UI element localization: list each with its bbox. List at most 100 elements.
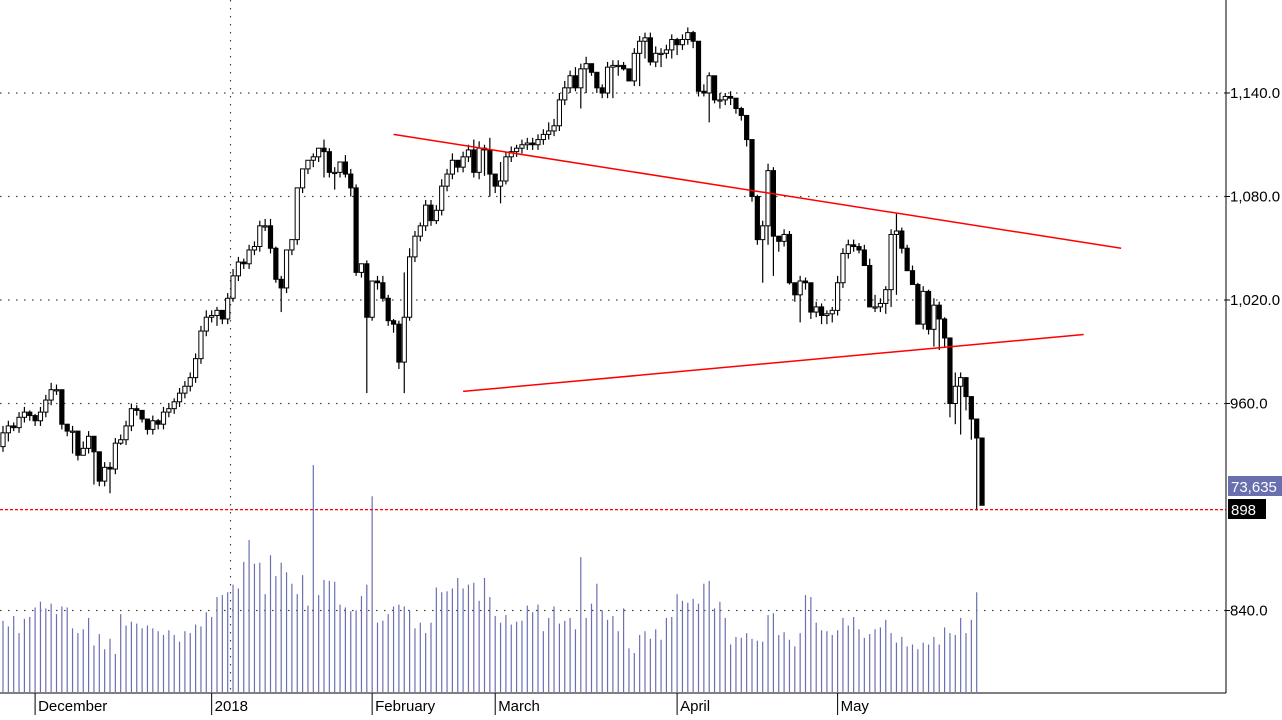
candle-down [695,40,702,92]
candle-up [369,280,375,318]
candle-down [792,282,798,296]
candle-up [872,306,878,309]
volume-bars [2,464,978,692]
candle-up [524,142,530,146]
candle-down [647,37,653,63]
candle-up [230,275,236,299]
y-tick-label: 1,080.0 [1230,189,1280,206]
candle-down [428,204,434,222]
candle-up [407,256,413,318]
candle-up [225,297,231,320]
candle-down [754,196,760,241]
price-tag-box [1228,499,1266,519]
candle-down [899,230,905,249]
y-tick-label: 1,020.0 [1230,292,1280,309]
candle-down [979,437,985,506]
candle-down [374,280,381,284]
candle-down [738,108,744,116]
candle-up [797,280,803,296]
candle-up [283,249,290,289]
candle-up [465,149,472,158]
candle-up [401,316,407,363]
candle-down [909,270,916,285]
trendlines [393,133,1122,393]
candle-up [0,432,6,448]
candle-down [770,170,776,237]
candle-down [808,282,814,313]
candle-down [572,75,579,89]
candle-down [786,233,793,284]
candle-up [294,187,300,241]
candle-down [380,282,386,299]
time-axis: December 2018 February March April May [34,693,869,715]
candle-up [610,64,616,68]
candle-up [69,430,76,433]
candle-down [396,323,402,363]
y-tick-label: 1,140.0 [1230,85,1280,102]
candle-down [471,149,477,173]
candle-up [883,289,889,304]
candle-up [497,180,504,187]
candle-up [118,439,124,444]
candle-down [107,466,113,470]
candle-up [235,261,242,277]
candle-down [219,309,225,320]
candle-down [267,225,274,249]
candle-up [262,225,268,228]
candle-up [53,389,60,392]
candle-up [300,168,306,189]
candle-down [91,435,97,453]
candle-down [818,306,825,317]
candle-up [835,282,841,311]
candle-up [460,156,466,168]
candle-up [508,151,514,158]
candle-up [182,385,188,394]
candle-down [385,297,391,322]
x-tick-label: 2018 [215,698,248,715]
candle-up [112,442,118,470]
candle-down [594,71,600,89]
candle-down [492,173,498,187]
candle-down [867,265,873,308]
candle-up [337,161,343,173]
candle-up [214,309,220,317]
candle-down [626,68,632,82]
candle-down [690,32,696,42]
candle-up [893,230,900,235]
candle-down [134,408,140,411]
candle-up [679,39,686,46]
candle-up [198,330,204,360]
candle-up [877,302,883,308]
candle-down [728,95,734,99]
candle-up [160,411,167,425]
candle-up [663,49,669,54]
candle-down [155,420,161,425]
candle-up [578,68,584,89]
candle-down [674,39,680,46]
candle-down [599,87,605,94]
candle-up [535,139,541,146]
candle-up [37,411,44,422]
candle-up [760,225,766,241]
price-axis: 1,140.0 1,080.0 1,020.0 960.0 840.0 [1226,85,1280,620]
price-tag-box [1228,476,1282,496]
candle-up [669,39,675,51]
candle-down [32,415,38,422]
candle-up [439,185,445,211]
x-tick-label: December [38,698,107,715]
candle-down [364,263,370,318]
candle-down [701,90,707,94]
candle-down [904,247,910,272]
candle-down [861,249,867,267]
candle-up [637,40,643,54]
candle-up [449,159,455,175]
candle-up [305,159,311,170]
candle-up [653,52,659,63]
trendline [463,333,1084,393]
price-tag-label: 898 [1231,502,1256,519]
candle-up [583,63,589,70]
candle-up [840,252,846,284]
candle-up [556,99,562,127]
candle-up [5,425,11,434]
candle-up [658,52,664,56]
